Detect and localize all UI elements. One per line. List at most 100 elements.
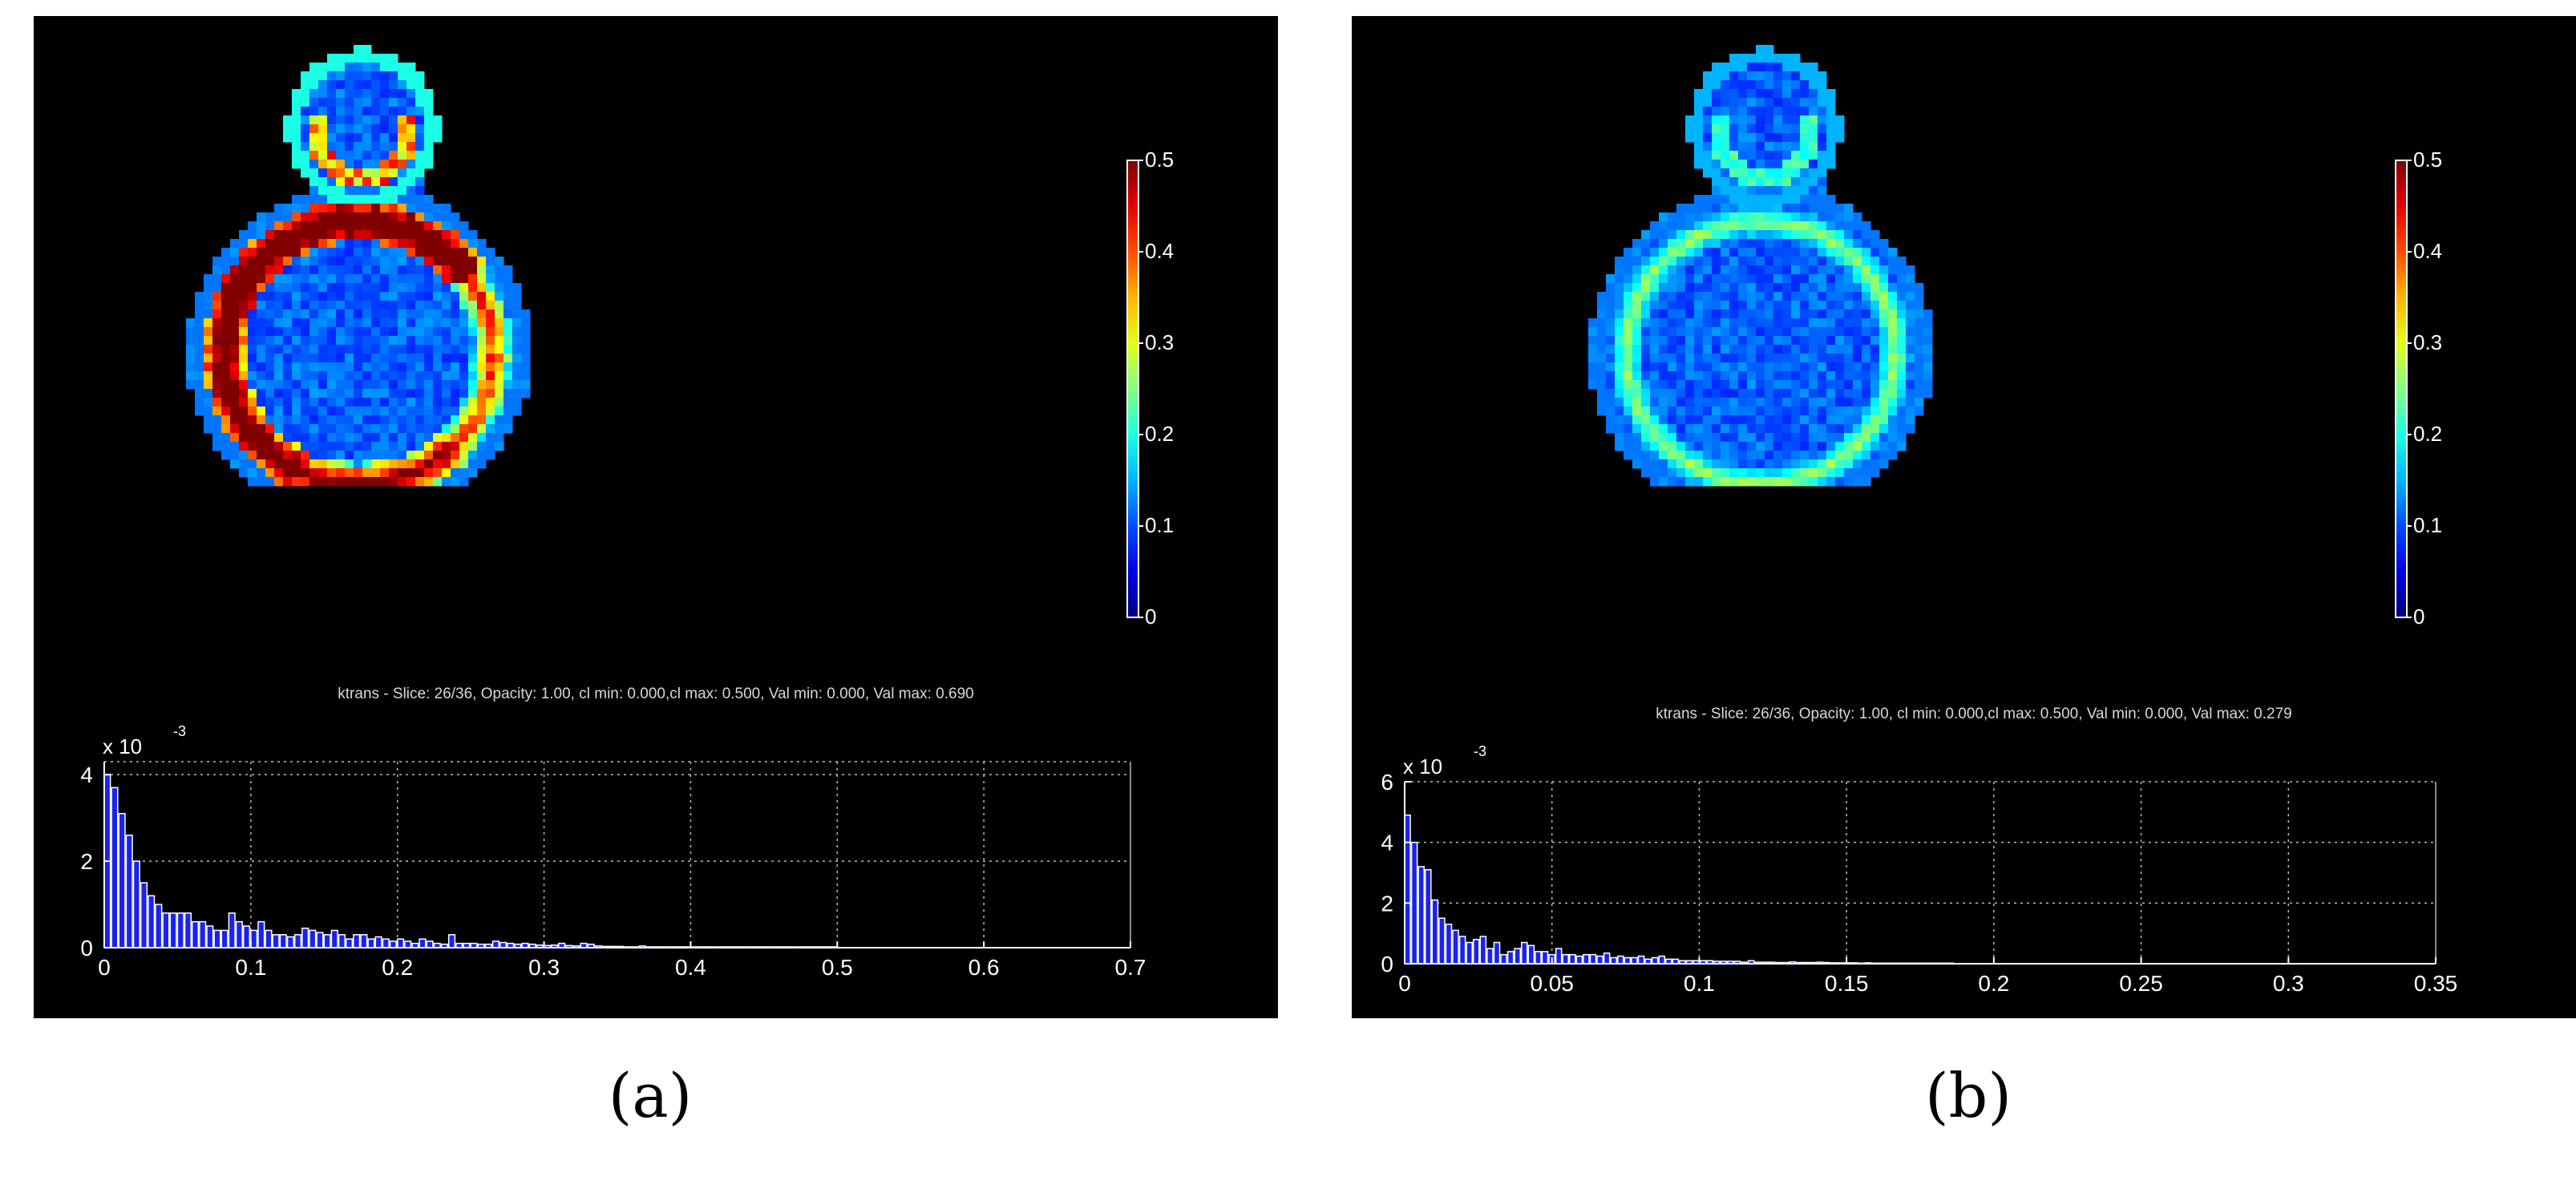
map-voxel (1906, 398, 1915, 407)
map-voxel (1809, 248, 1818, 257)
map-voxel (1897, 283, 1907, 293)
map-voxel (265, 459, 275, 469)
map-voxel (1721, 230, 1730, 240)
map-voxel (1650, 257, 1660, 266)
map-voxel (1729, 160, 1739, 169)
map-voxel (257, 389, 266, 398)
map-voxel (424, 115, 434, 125)
map-voxel (239, 406, 249, 416)
map-voxel (1747, 389, 1757, 398)
map-voxel (512, 389, 522, 398)
map-voxel (1888, 309, 1898, 319)
map-voxel (1747, 424, 1757, 434)
caption-a: ktrans - Slice: 26/36, Opacity: 1.00, cl… (338, 686, 974, 702)
map-voxel (309, 71, 319, 81)
map-voxel (362, 265, 372, 275)
map-voxel (1826, 406, 1836, 416)
map-voxel (398, 186, 407, 196)
map-voxel (354, 248, 363, 257)
map-voxel (1694, 160, 1704, 169)
map-voxel (1650, 354, 1660, 363)
map-voxel (257, 442, 266, 451)
map-voxel (336, 371, 346, 381)
map-voxel (283, 424, 293, 434)
map-voxel (1659, 336, 1668, 346)
map-voxel (1765, 89, 1774, 99)
map-voxel (1853, 336, 1862, 346)
map-voxel (415, 336, 425, 346)
map-voxel (204, 424, 213, 434)
map-voxel (1721, 336, 1730, 346)
map-voxel (406, 398, 416, 407)
map-voxel (1888, 451, 1898, 460)
map-voxel (1685, 248, 1695, 257)
map-voxel (1624, 406, 1633, 416)
map-voxel (495, 398, 504, 407)
map-voxel (257, 248, 266, 257)
map-voxel (1773, 336, 1783, 346)
map-voxel (1879, 398, 1889, 407)
map-voxel (1632, 265, 1642, 275)
map-voxel (442, 362, 451, 372)
map-voxel (1800, 221, 1810, 231)
map-voxel (1835, 221, 1845, 231)
map-voxel (1703, 80, 1713, 90)
histogram-bar (132, 860, 140, 948)
map-voxel (354, 142, 363, 152)
colorbar-tick-label: 0.5 (2413, 148, 2442, 172)
map-voxel (1879, 433, 1889, 443)
map-voxel (424, 442, 434, 451)
map-voxel (1809, 71, 1818, 81)
map-voxel (1800, 89, 1810, 99)
map-voxel (468, 292, 478, 301)
map-voxel (1624, 442, 1633, 451)
map-voxel (1738, 212, 1748, 222)
map-voxel (1826, 230, 1836, 240)
map-voxel (459, 451, 469, 460)
map-voxel (459, 371, 469, 381)
map-voxel (1685, 283, 1695, 293)
map-voxel (380, 301, 390, 310)
map-voxel (1606, 424, 1616, 434)
map-voxel (1773, 371, 1783, 381)
map-voxel (1738, 459, 1748, 469)
map-voxel (1791, 160, 1801, 169)
map-voxel (1879, 362, 1889, 372)
map-voxel (204, 345, 213, 354)
map-voxel (1782, 336, 1792, 346)
map-voxel (1879, 283, 1889, 293)
map-voxel (477, 336, 487, 346)
map-voxel (292, 468, 301, 478)
map-voxel (1597, 380, 1607, 390)
map-voxel (301, 301, 310, 310)
map-voxel (204, 309, 213, 319)
map-voxel (495, 257, 504, 266)
map-voxel (1888, 257, 1898, 266)
map-voxel (398, 107, 407, 116)
map-voxel (1791, 248, 1801, 257)
map-voxel (451, 212, 460, 222)
map-voxel (309, 406, 319, 416)
map-voxel (1870, 459, 1880, 469)
panel-a: 0 0.1 0.2 0.3 0.4 0.5 ktrans - Slice: 26/36, … (34, 16, 1278, 1018)
map-voxel (265, 283, 275, 293)
map-voxel (1862, 406, 1871, 416)
map-voxel (1624, 318, 1633, 328)
map-voxel (1915, 354, 1924, 363)
map-voxel (318, 468, 328, 478)
map-voxel (1835, 477, 1845, 487)
map-voxel (424, 265, 434, 275)
map-voxel (283, 433, 293, 443)
map-voxel (1694, 301, 1704, 310)
map-voxel (265, 221, 275, 231)
map-voxel (433, 318, 443, 328)
map-voxel (1765, 230, 1774, 240)
map-voxel (239, 327, 249, 337)
map-voxel (1765, 362, 1774, 372)
map-voxel (1782, 80, 1792, 90)
map-voxel (389, 212, 398, 222)
map-voxel (459, 433, 469, 443)
map-voxel (406, 71, 416, 81)
map-voxel (354, 89, 363, 99)
map-voxel (433, 301, 443, 310)
